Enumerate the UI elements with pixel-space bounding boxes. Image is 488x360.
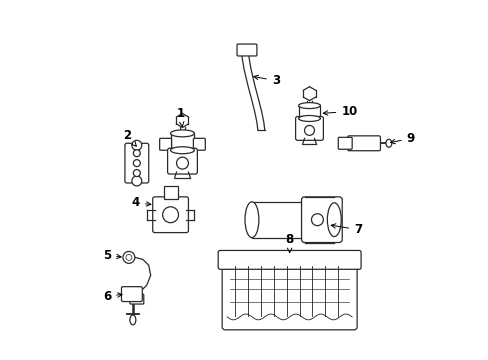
FancyBboxPatch shape [121,287,142,302]
Circle shape [176,157,188,169]
Circle shape [133,170,140,176]
FancyBboxPatch shape [338,137,351,149]
Text: 3: 3 [253,74,279,87]
Ellipse shape [326,203,341,237]
FancyBboxPatch shape [152,197,188,233]
Ellipse shape [385,139,391,147]
Text: 6: 6 [103,289,122,303]
Circle shape [132,176,142,186]
Circle shape [122,251,135,264]
Circle shape [126,255,132,260]
Text: 8: 8 [285,233,293,253]
Ellipse shape [170,130,194,137]
Circle shape [311,214,323,226]
Ellipse shape [130,315,136,325]
FancyBboxPatch shape [130,294,143,304]
Text: 1: 1 [176,107,184,126]
Circle shape [304,125,314,135]
FancyBboxPatch shape [193,138,205,150]
Ellipse shape [298,103,320,109]
FancyBboxPatch shape [301,197,342,243]
FancyBboxPatch shape [160,138,171,150]
FancyBboxPatch shape [222,260,356,330]
Circle shape [132,140,142,150]
Text: 7: 7 [330,223,362,236]
Bar [163,186,177,199]
Ellipse shape [170,147,194,154]
FancyBboxPatch shape [347,136,380,151]
FancyBboxPatch shape [218,251,360,269]
Circle shape [163,207,178,223]
FancyBboxPatch shape [167,148,197,174]
Text: 4: 4 [131,196,151,209]
Ellipse shape [298,116,320,121]
Text: 2: 2 [122,129,136,146]
Ellipse shape [244,202,258,238]
Text: 5: 5 [103,249,121,262]
Text: 10: 10 [323,105,357,118]
FancyBboxPatch shape [295,117,323,140]
FancyBboxPatch shape [124,143,148,183]
Circle shape [133,150,140,157]
Text: 9: 9 [390,132,414,145]
Circle shape [133,159,140,167]
FancyBboxPatch shape [237,44,256,56]
